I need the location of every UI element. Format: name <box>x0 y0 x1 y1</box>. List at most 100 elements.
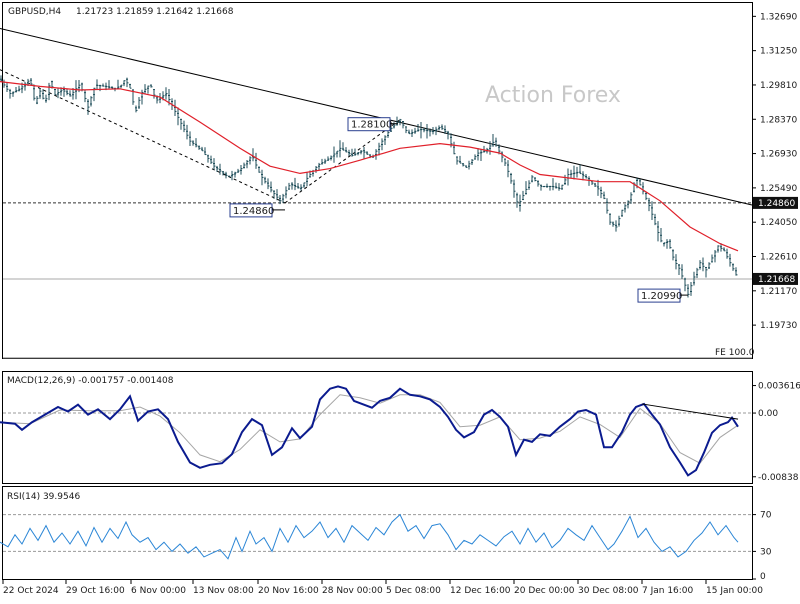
candle <box>552 178 555 191</box>
candle <box>456 156 459 165</box>
candle <box>735 267 738 276</box>
candle <box>405 126 408 134</box>
annotation-text: 1.28100 <box>351 120 392 131</box>
candle <box>678 264 681 276</box>
candle <box>504 158 507 166</box>
price-axis-label: 1.22610 <box>760 253 797 263</box>
candle <box>84 90 87 103</box>
candle <box>663 242 666 247</box>
candle <box>675 254 678 270</box>
candle <box>231 170 234 181</box>
candle <box>594 182 597 187</box>
candle <box>726 248 729 259</box>
candle <box>384 135 387 146</box>
candle <box>606 198 609 214</box>
candle <box>90 96 93 107</box>
current-price-tag-text: 1.21668 <box>758 275 795 285</box>
candle <box>3 79 6 88</box>
candle <box>96 79 99 90</box>
time-axis-label: 15 Jan 00:00 <box>706 586 763 596</box>
price-trendline <box>0 28 753 206</box>
candle <box>42 89 45 100</box>
candle <box>666 239 669 249</box>
candle <box>294 177 297 191</box>
candle <box>33 84 36 101</box>
candle <box>510 172 513 184</box>
candle <box>657 221 660 242</box>
candle <box>537 180 540 187</box>
candle <box>261 169 264 186</box>
candle <box>714 250 717 263</box>
rsi-layer <box>0 513 752 560</box>
candle <box>555 182 558 189</box>
candle <box>147 85 150 94</box>
rsi-axis-label: 30 <box>760 547 772 557</box>
candle <box>558 183 561 191</box>
candle <box>6 82 9 93</box>
time-axis-label: 29 Oct 16:00 <box>66 586 125 596</box>
macd-layer <box>0 385 752 477</box>
candle <box>15 86 18 93</box>
candle <box>561 184 564 190</box>
candle <box>429 128 432 137</box>
candle <box>210 155 213 164</box>
candle <box>393 122 396 129</box>
candle <box>462 163 465 167</box>
price-trendlines <box>0 28 753 206</box>
candle <box>423 128 426 133</box>
candle <box>699 260 702 270</box>
time-axis-label: 20 Dec 00:00 <box>514 586 575 596</box>
candle <box>300 184 303 191</box>
candle <box>123 80 126 87</box>
candle <box>597 179 600 196</box>
time-axis-label: 5 Dec 08:00 <box>386 586 441 596</box>
macd-axis-label: 0.00 <box>758 409 778 419</box>
candle <box>366 151 369 155</box>
candle <box>351 148 354 157</box>
candle <box>330 155 333 161</box>
candle <box>645 192 648 201</box>
candle <box>534 177 537 182</box>
candle <box>582 171 585 181</box>
level-price-tag <box>753 196 798 209</box>
candle <box>489 141 492 155</box>
candle <box>120 84 123 89</box>
candle <box>99 84 102 92</box>
candle <box>627 200 630 209</box>
candle <box>339 140 342 158</box>
candle <box>54 88 57 96</box>
price-axis-label: 1.31250 <box>760 47 797 57</box>
candle <box>303 182 306 188</box>
candle <box>630 192 633 204</box>
candle <box>501 151 504 163</box>
candle <box>459 155 462 164</box>
candle <box>276 189 279 201</box>
rsi-line <box>0 513 739 560</box>
rsi-panel-frame <box>2 486 753 580</box>
candle <box>198 145 201 150</box>
candle <box>672 249 675 261</box>
macd-axis-label: 0.003616 <box>758 382 800 392</box>
annotation-text: 1.20990 <box>641 291 682 302</box>
candle <box>327 156 330 161</box>
candle <box>255 152 258 169</box>
candle <box>0 75 3 82</box>
candle <box>477 147 480 161</box>
price-axis: 1.32690 1.31250 1.29810 1.28370 1.26930 1.254… <box>752 12 798 331</box>
candle <box>219 163 222 175</box>
candle <box>288 182 291 190</box>
candle <box>195 138 198 148</box>
candle <box>609 213 612 225</box>
candle <box>438 125 441 131</box>
candle <box>435 126 438 136</box>
candle <box>528 180 531 190</box>
candle <box>522 190 525 201</box>
watermark: Action Forex <box>485 83 621 108</box>
candle <box>201 146 204 152</box>
candle <box>717 245 720 253</box>
candle <box>507 160 510 178</box>
candle <box>228 175 231 177</box>
time-axis-label: 7 Jan 16:00 <box>642 586 694 596</box>
candle <box>378 142 381 156</box>
